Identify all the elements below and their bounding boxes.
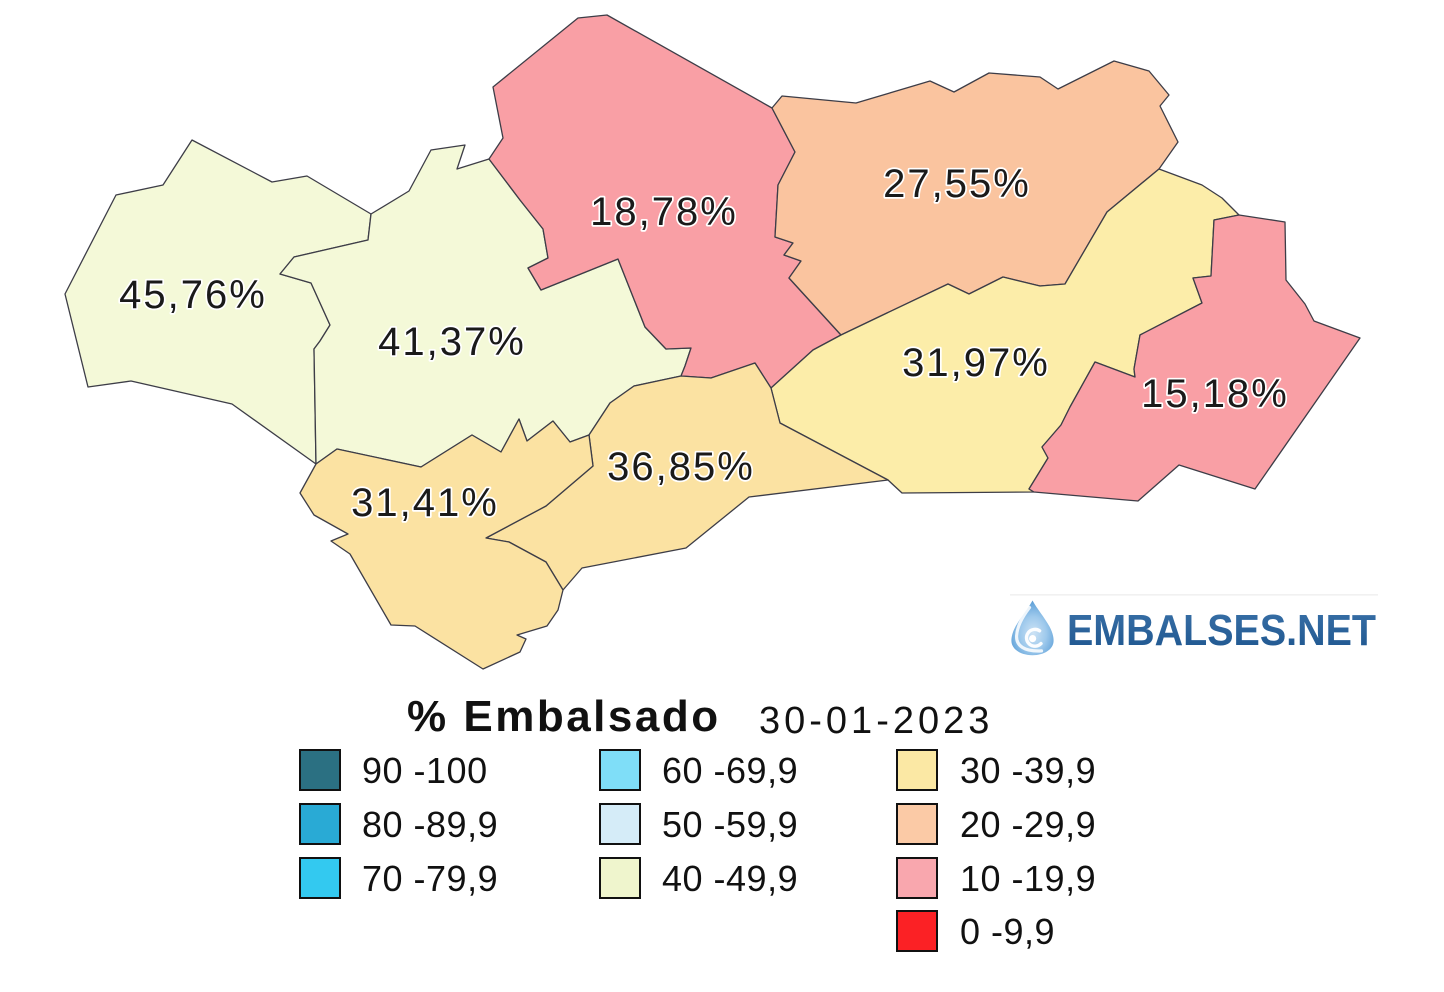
svg-text:60 -69,9: 60 -69,9: [662, 750, 798, 791]
svg-text:% Embalsado: % Embalsado: [407, 692, 721, 741]
svg-text:70 -79,9: 70 -79,9: [362, 858, 498, 899]
svg-text:41,37%: 41,37%: [378, 320, 526, 364]
svg-text:27,55%: 27,55%: [883, 162, 1031, 206]
svg-text:20 -29,9: 20 -29,9: [960, 804, 1096, 845]
svg-text:36,85%: 36,85%: [607, 445, 755, 489]
svg-text:31,41%: 31,41%: [351, 481, 499, 525]
svg-text:90 -100: 90 -100: [362, 750, 488, 791]
svg-text:31,97%: 31,97%: [902, 341, 1050, 385]
svg-text:45,76%: 45,76%: [119, 273, 267, 317]
svg-text:40 -49,9: 40 -49,9: [662, 858, 798, 899]
svg-text:15,18%: 15,18%: [1141, 372, 1289, 416]
svg-text:0 -9,9: 0 -9,9: [960, 911, 1055, 952]
svg-text:18,78%: 18,78%: [590, 190, 738, 234]
svg-text:30 -39,9: 30 -39,9: [960, 750, 1096, 791]
svg-text:10 -19,9: 10 -19,9: [960, 858, 1096, 899]
svg-text:EMBALSES.NET: EMBALSES.NET: [1067, 606, 1376, 655]
svg-text:80 -89,9: 80 -89,9: [362, 804, 498, 845]
svg-text:30-01-2023: 30-01-2023: [759, 700, 993, 742]
svg-text:50 -59,9: 50 -59,9: [662, 804, 798, 845]
